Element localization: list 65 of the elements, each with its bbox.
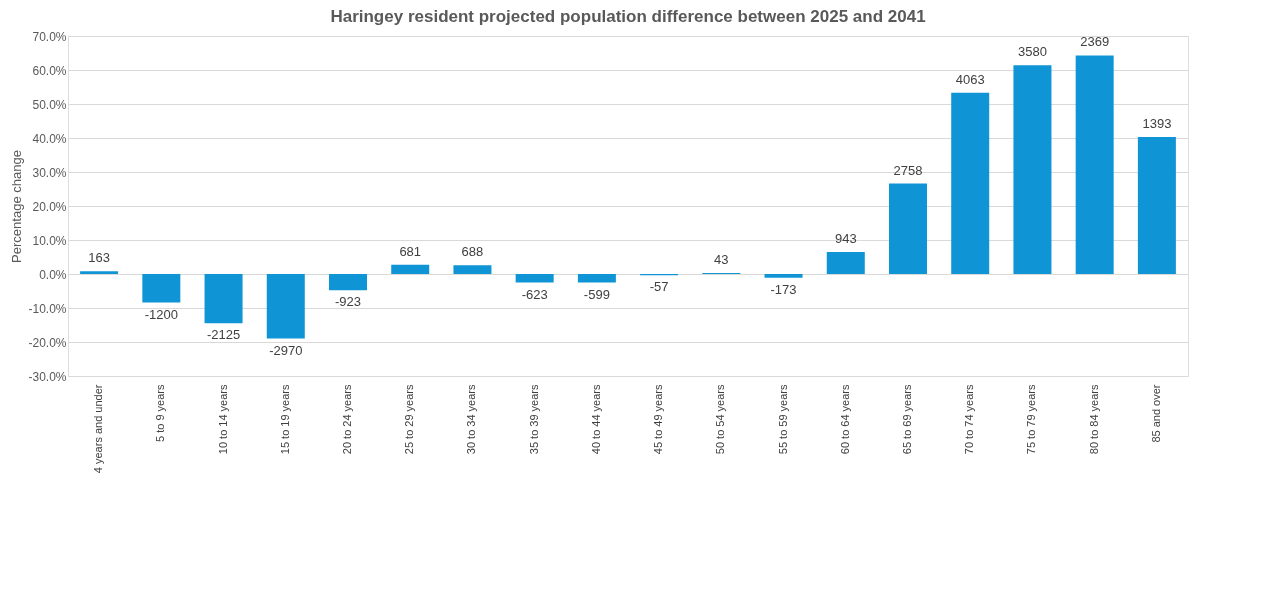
y-tick-label: -10.0% xyxy=(28,301,67,316)
annotation: -57 xyxy=(649,279,669,295)
y-tick-label: 50.0% xyxy=(32,97,67,112)
x-tick-label: 30 to 34 years xyxy=(465,384,478,455)
annotation: 4063 xyxy=(955,71,985,87)
annotation: 681 xyxy=(399,243,422,259)
annotation: -923 xyxy=(334,294,362,310)
y-tick-label: 70.0% xyxy=(32,29,67,44)
annotation: 688 xyxy=(461,244,484,260)
annotation: 2369 xyxy=(1080,34,1110,50)
bar xyxy=(826,251,865,274)
bar xyxy=(329,274,367,291)
x-tick-label: 35 to 39 years xyxy=(527,384,540,455)
bar xyxy=(266,274,305,339)
x-tick-label: 15 to 19 years xyxy=(278,384,291,455)
x-tick-label: 40 to 44 years xyxy=(589,384,602,455)
x-tick-label: 70 to 74 years xyxy=(963,384,976,455)
bar xyxy=(764,274,803,278)
y-tick-label: 40.0% xyxy=(32,131,67,146)
bar xyxy=(453,265,492,274)
x-tick-label: 80 to 84 years xyxy=(1087,384,1100,455)
bar xyxy=(577,274,616,283)
x-tick-label: 25 to 29 years xyxy=(403,384,416,455)
bar xyxy=(951,92,990,274)
bar xyxy=(515,274,554,283)
annotation: -599 xyxy=(583,286,610,302)
annotation: 43 xyxy=(714,251,729,267)
x-tick-label: 5 to 9 years xyxy=(154,384,167,442)
annotation: 943 xyxy=(834,230,857,246)
bar xyxy=(1075,55,1114,274)
x-tick-label: 20 to 24 years xyxy=(341,384,353,455)
x-tick-label: 60 to 64 years xyxy=(838,384,851,455)
annotation: -1200 xyxy=(144,306,178,322)
x-tick-label: 10 to 14 years xyxy=(216,384,229,455)
x-tick-label: 75 to 79 years xyxy=(1025,384,1038,455)
y-tick-label: -20.0% xyxy=(28,335,67,350)
annotation: 2758 xyxy=(893,162,923,178)
bar xyxy=(1137,136,1176,274)
y-tick-label: -30.0% xyxy=(28,369,67,384)
y-tick-label: 10.0% xyxy=(32,233,67,248)
annotation: -173 xyxy=(770,281,797,297)
bar xyxy=(889,183,927,274)
annotation: -623 xyxy=(521,286,548,302)
annotation: 3580 xyxy=(1017,44,1047,60)
x-tick-label: 55 to 59 years xyxy=(776,384,789,455)
y-axis-title: Percentage change xyxy=(9,150,25,263)
chart-title: Haringey resident projected population difference between 2025 and 2041 xyxy=(330,7,926,26)
bar xyxy=(1013,65,1052,274)
x-tick-label: 65 to 69 years xyxy=(901,384,913,455)
annotation: 1393 xyxy=(1142,115,1172,131)
annotation: -2970 xyxy=(269,342,303,358)
y-tick-label: 0.0% xyxy=(39,267,67,282)
x-tick-label: 45 to 49 years xyxy=(652,384,665,455)
y-tick-label: 30.0% xyxy=(32,165,67,180)
annotation: 163 xyxy=(88,250,110,266)
bar xyxy=(80,271,119,274)
y-tick-label: 60.0% xyxy=(32,63,67,78)
bar xyxy=(142,274,181,303)
bar xyxy=(204,274,243,324)
x-tick-label: 50 to 54 years xyxy=(714,384,727,455)
bar xyxy=(391,264,430,274)
x-tick-label: 4 years and under xyxy=(92,384,105,474)
y-tick-label: 20.0% xyxy=(32,199,67,214)
annotation: -2125 xyxy=(206,327,241,343)
x-tick-label: 85 and over xyxy=(1149,384,1162,443)
